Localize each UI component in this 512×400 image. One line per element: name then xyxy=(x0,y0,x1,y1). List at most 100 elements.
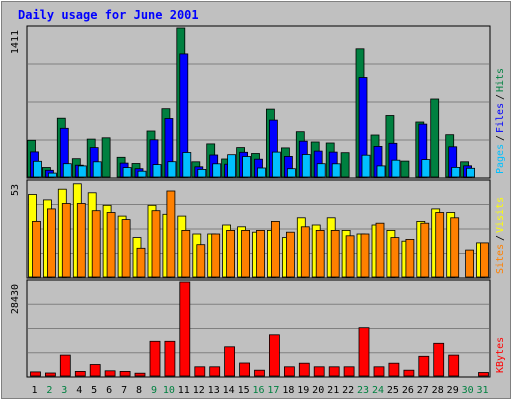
legend-hits: Hits xyxy=(495,68,506,92)
bar-sites-day-9 xyxy=(151,210,161,278)
bar-kbytes-day-2 xyxy=(45,372,56,377)
bar-kbytes-day-13 xyxy=(209,366,221,377)
bar-kbytes-day-23 xyxy=(358,327,370,377)
chart-title: Daily usage for June 2001 xyxy=(18,8,199,22)
bar-sites-day-13 xyxy=(211,233,221,278)
bar-pages-day-25 xyxy=(391,159,401,178)
bar-sites-day-22 xyxy=(345,235,355,278)
bar-kbytes-day-28 xyxy=(433,342,445,377)
bar-sites-day-15 xyxy=(241,229,251,278)
x-tick-label-day-25: 25 xyxy=(387,385,399,396)
bar-pages-day-21 xyxy=(331,163,341,178)
bar-sites-day-16 xyxy=(256,229,265,278)
x-tick-label-day-21: 21 xyxy=(327,385,339,396)
y-max-label: 1411 xyxy=(10,30,21,54)
bar-sites-day-31 xyxy=(480,242,489,278)
bar-kbytes-day-24 xyxy=(373,366,385,377)
bar-pages-day-4 xyxy=(77,165,87,178)
bar-pages-day-23 xyxy=(361,154,371,178)
x-tick-label-day-8: 8 xyxy=(136,385,142,396)
bar-kbytes-day-5 xyxy=(89,364,101,377)
bar-pages-day-7 xyxy=(122,167,132,178)
bar-kbytes-day-8 xyxy=(134,372,146,377)
bar-pages-day-18 xyxy=(286,168,296,178)
bar-sites-day-21 xyxy=(330,229,340,278)
bar-pages-day-3 xyxy=(62,163,72,178)
bar-sites-day-3 xyxy=(61,203,71,278)
bar-hits-day-28 xyxy=(430,98,440,178)
x-tick-label-day-31: 31 xyxy=(476,385,488,396)
bar-pages-day-15 xyxy=(242,156,252,178)
x-tick-label-day-22: 22 xyxy=(342,385,354,396)
legend-visits: Visits xyxy=(495,197,506,233)
bar-kbytes-day-14 xyxy=(224,346,236,377)
bar-kbytes-day-31 xyxy=(478,372,489,377)
bar-pages-day-9 xyxy=(152,164,162,178)
bar-sites-day-30 xyxy=(465,249,475,278)
x-tick-label-day-23: 23 xyxy=(357,385,369,396)
bar-sites-day-10 xyxy=(166,190,176,278)
x-tick-label-day-20: 20 xyxy=(312,385,324,396)
bar-kbytes-day-3 xyxy=(59,354,71,377)
bar-pages-day-5 xyxy=(92,161,102,178)
bar-kbytes-day-10 xyxy=(164,340,176,377)
legend-kbytes: KBytes xyxy=(495,337,506,373)
x-tick-label-day-11: 11 xyxy=(178,385,190,396)
bar-pages-day-24 xyxy=(376,165,386,178)
bar-hits-day-22 xyxy=(340,152,350,178)
bar-kbytes-day-12 xyxy=(194,366,206,377)
bar-pages-day-14 xyxy=(227,154,237,178)
bar-sites-day-26 xyxy=(405,238,415,278)
x-tick-label-day-26: 26 xyxy=(402,385,414,396)
bar-pages-day-11 xyxy=(182,152,192,178)
x-tick-label-day-14: 14 xyxy=(223,385,235,396)
bar-sites-day-24 xyxy=(375,222,385,278)
bar-pages-day-12 xyxy=(197,168,207,178)
bar-sites-day-23 xyxy=(360,233,370,278)
x-tick-label-day-4: 4 xyxy=(76,385,82,396)
bar-pages-day-27 xyxy=(421,159,431,178)
bar-kbytes-day-27 xyxy=(418,355,430,377)
legend-files: Files xyxy=(495,103,506,133)
x-tick-label-day-27: 27 xyxy=(417,385,429,396)
x-tick-label-day-13: 13 xyxy=(208,385,220,396)
bar-hits-day-26 xyxy=(400,160,410,178)
x-tick-label-day-30: 30 xyxy=(462,385,474,396)
bar-sites-day-28 xyxy=(435,212,445,278)
bar-pages-day-2 xyxy=(48,172,57,178)
bar-kbytes-day-16 xyxy=(254,369,265,377)
bar-kbytes-day-21 xyxy=(328,366,340,377)
bar-kbytes-day-25 xyxy=(388,362,400,377)
x-tick-label-day-28: 28 xyxy=(432,385,444,396)
x-tick-label-day-10: 10 xyxy=(163,385,175,396)
bar-kbytes-day-6 xyxy=(104,370,116,377)
bar-kbytes-day-26 xyxy=(403,369,415,377)
bar-sites-day-8 xyxy=(136,247,146,278)
bar-sites-day-11 xyxy=(181,229,191,278)
x-tick-label-day-24: 24 xyxy=(372,385,384,396)
bar-sites-day-2 xyxy=(47,208,56,278)
bar-pages-day-17 xyxy=(271,151,281,178)
x-tick-label-day-12: 12 xyxy=(193,385,205,396)
x-tick-label-day-16: 16 xyxy=(252,385,264,396)
x-tick-label-day-2: 2 xyxy=(46,385,52,396)
bar-kbytes-day-18 xyxy=(283,366,295,377)
x-tick-label-day-7: 7 xyxy=(121,385,127,396)
x-tick-label-day-6: 6 xyxy=(106,385,112,396)
bar-pages-day-19 xyxy=(301,154,311,178)
legend-sites: Sites xyxy=(495,244,506,274)
y-max-label: 28430 xyxy=(10,284,21,314)
bar-sites-day-12 xyxy=(196,244,206,278)
legend-separator: / xyxy=(495,235,506,241)
bar-kbytes-day-1 xyxy=(30,371,41,377)
bar-pages-day-13 xyxy=(212,163,222,178)
bar-sites-day-14 xyxy=(226,229,236,278)
bar-sites-day-18 xyxy=(285,231,295,278)
x-tick-label-day-15: 15 xyxy=(238,385,250,396)
bar-sites-day-29 xyxy=(450,217,460,278)
bar-sites-day-4 xyxy=(76,203,86,278)
bar-kbytes-day-22 xyxy=(343,366,355,377)
bar-kbytes-day-17 xyxy=(268,334,280,377)
